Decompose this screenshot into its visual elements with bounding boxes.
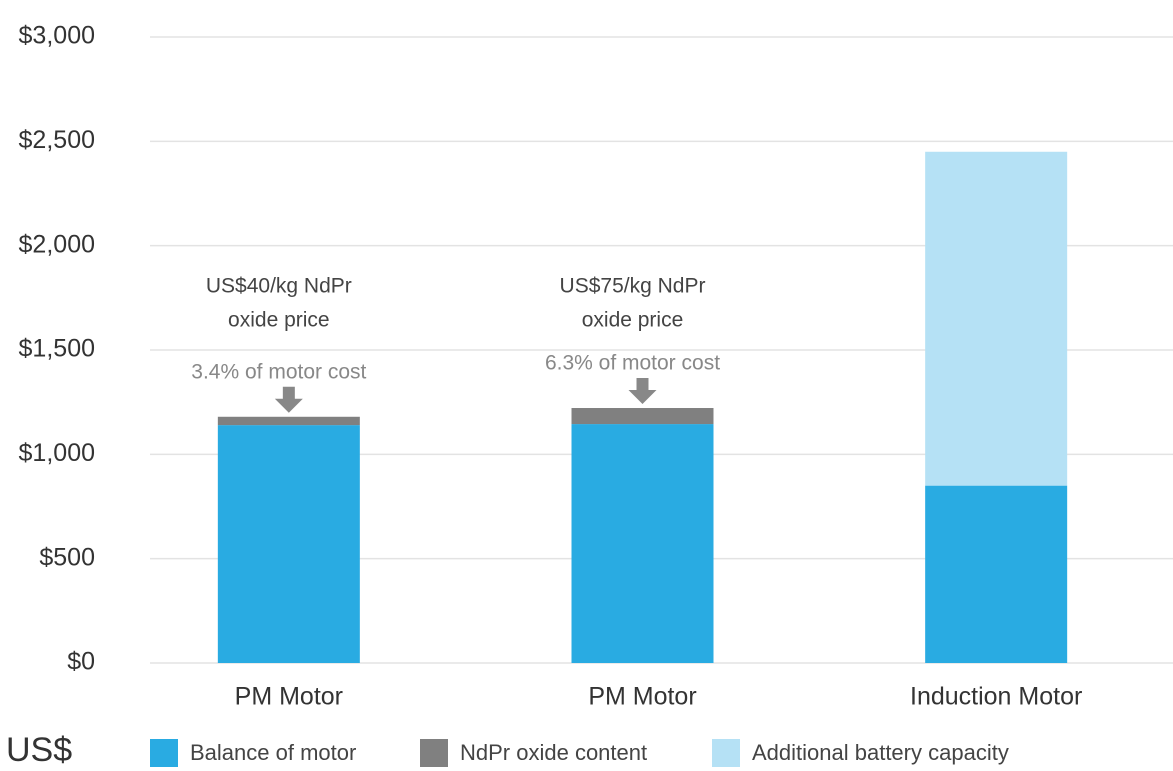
arrow [274, 386, 303, 413]
legend-label: NdPr oxide content [460, 740, 647, 765]
y-tick-label: $0 [67, 648, 95, 676]
bar-segment [571, 408, 714, 425]
y-tick-label: $1,000 [19, 439, 95, 467]
legend-label: Additional battery capacity [752, 740, 1009, 765]
annotation: oxide price [228, 309, 330, 332]
legend-swatch [420, 739, 448, 767]
y-tick-label: $2,000 [19, 230, 95, 258]
bar-segment [217, 425, 360, 663]
legend-swatch [712, 739, 740, 767]
x-tick-label: PM Motor [235, 683, 343, 711]
y-tick-label: $500 [39, 543, 95, 571]
legend-swatch [150, 739, 178, 767]
bar-segment [925, 485, 1068, 663]
bar-segment [925, 151, 1068, 486]
y-axis-label: US$ [6, 731, 72, 769]
bar-segment [217, 416, 360, 426]
x-tick-label: Induction Motor [910, 683, 1082, 711]
legend-label: Balance of motor [190, 740, 356, 765]
y-tick-label: $2,500 [19, 126, 95, 154]
x-tick-label: PM Motor [588, 683, 696, 711]
bar-segment [571, 424, 714, 663]
annotation: US$75/kg NdPr [560, 275, 706, 298]
y-tick-label: $3,000 [19, 22, 95, 50]
annotation: oxide price [582, 309, 684, 332]
arrow [628, 378, 657, 405]
annotation-note: 6.3% of motor cost [545, 352, 720, 375]
annotation: US$40/kg NdPr [206, 275, 352, 298]
y-tick-label: $1,500 [19, 335, 95, 363]
annotation-note: 3.4% of motor cost [191, 360, 366, 383]
